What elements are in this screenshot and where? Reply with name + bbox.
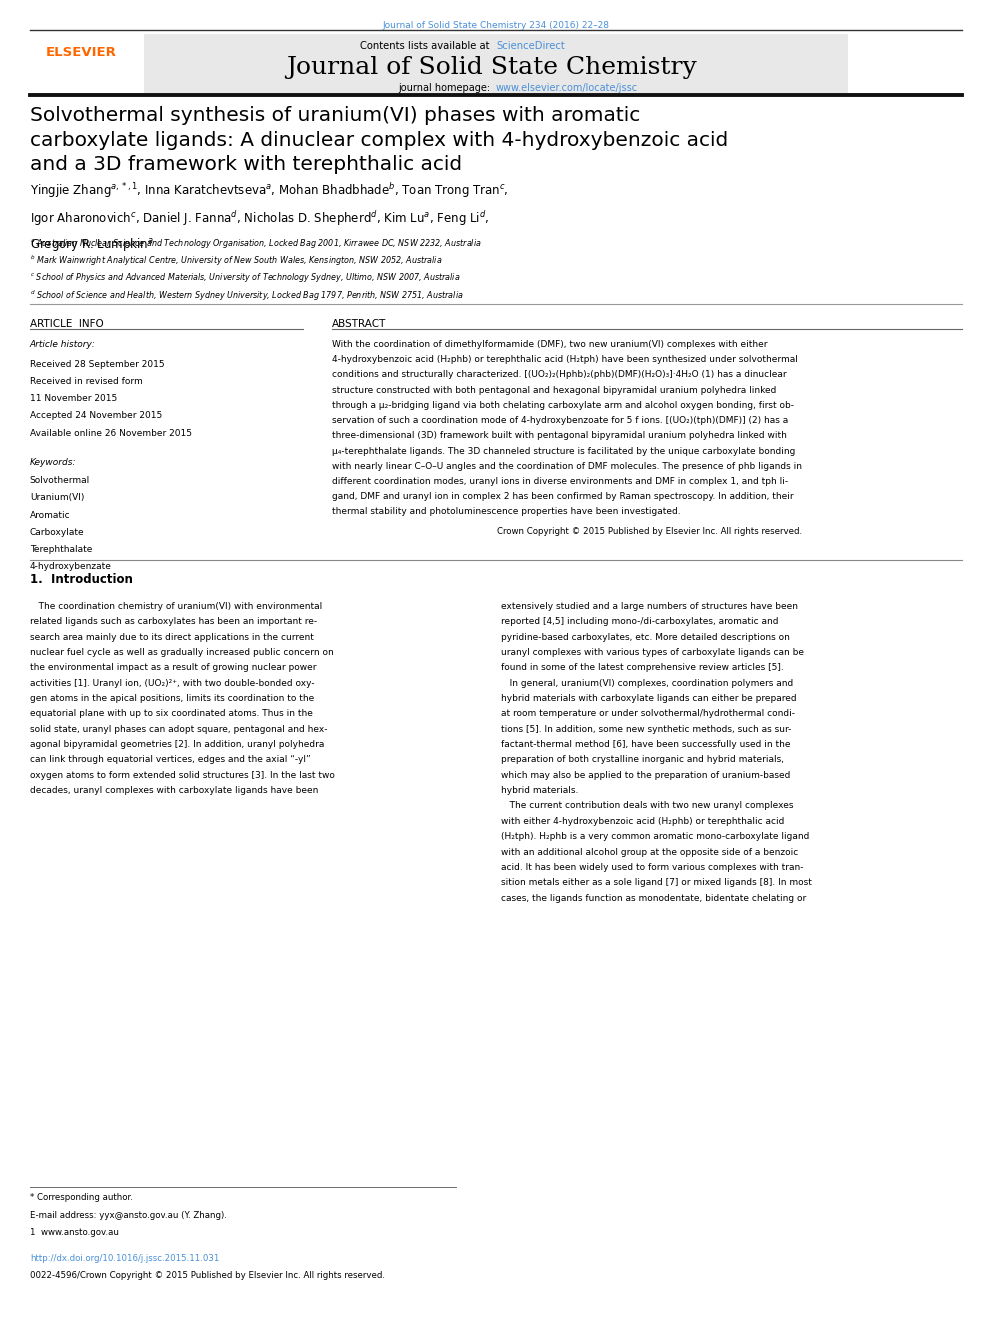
Text: 11 November 2015: 11 November 2015: [30, 394, 117, 404]
Text: search area mainly due to its direct applications in the current: search area mainly due to its direct app…: [30, 632, 313, 642]
Text: Journal of Solid State Chemistry: Journal of Solid State Chemistry: [286, 56, 696, 78]
Text: journal homepage:: journal homepage:: [398, 83, 493, 94]
Text: structure constructed with both pentagonal and hexagonal bipyramidal uranium pol: structure constructed with both pentagon…: [332, 385, 777, 394]
Text: nuclear fuel cycle as well as gradually increased public concern on: nuclear fuel cycle as well as gradually …: [30, 648, 333, 658]
Text: at room temperature or under solvothermal/hydrothermal condi-: at room temperature or under solvotherma…: [501, 709, 795, 718]
Text: E-mail address: yyx@ansto.gov.au (Y. Zhang).: E-mail address: yyx@ansto.gov.au (Y. Zha…: [30, 1211, 226, 1220]
Text: $^{c}$ School of Physics and Advanced Materials, University of Technology Sydney: $^{c}$ School of Physics and Advanced Ma…: [30, 271, 460, 284]
Text: ELSEVIER: ELSEVIER: [46, 46, 117, 60]
Text: related ligands such as carboxylates has been an important re-: related ligands such as carboxylates has…: [30, 618, 316, 626]
Text: Journal of Solid State Chemistry 234 (2016) 22–28: Journal of Solid State Chemistry 234 (20…: [383, 21, 609, 30]
Text: acid. It has been widely used to form various complexes with tran-: acid. It has been widely used to form va…: [501, 863, 804, 872]
Text: gen atoms in the apical positions, limits its coordination to the: gen atoms in the apical positions, limit…: [30, 695, 314, 703]
Text: decades, uranyl complexes with carboxylate ligands have been: decades, uranyl complexes with carboxyla…: [30, 786, 318, 795]
Text: (H₂tph). H₂phb is a very common aromatic mono-carboxylate ligand: (H₂tph). H₂phb is a very common aromatic…: [501, 832, 809, 841]
Text: 1.  Introduction: 1. Introduction: [30, 573, 133, 586]
Text: Received in revised form: Received in revised form: [30, 377, 143, 386]
Text: 1  www.ansto.gov.au: 1 www.ansto.gov.au: [30, 1228, 119, 1237]
Text: servation of such a coordination mode of 4-hydroxybenzoate for 5 f ions. [(UO₂)(: servation of such a coordination mode of…: [332, 415, 789, 425]
Text: factant-thermal method [6], have been successfully used in the: factant-thermal method [6], have been su…: [501, 740, 791, 749]
Text: gand, DMF and uranyl ion in complex 2 has been confirmed by Raman spectroscopy. : gand, DMF and uranyl ion in complex 2 ha…: [332, 492, 794, 501]
Text: $^{b}$ Mark Wainwright Analytical Centre, University of New South Wales, Kensing: $^{b}$ Mark Wainwright Analytical Centre…: [30, 254, 442, 269]
Text: The current contribution deals with two new uranyl complexes: The current contribution deals with two …: [501, 802, 794, 811]
Text: ScienceDirect: ScienceDirect: [496, 41, 564, 52]
Text: conditions and structurally characterized. [(UO₂)₂(Hphb)₂(phb)(DMF)(H₂O)₃]·4H₂O : conditions and structurally characterize…: [332, 370, 787, 380]
Text: hybrid materials with carboxylate ligands can either be prepared: hybrid materials with carboxylate ligand…: [501, 695, 797, 703]
Text: In general, uranium(VI) complexes, coordination polymers and: In general, uranium(VI) complexes, coord…: [501, 679, 794, 688]
Text: uranyl complexes with various types of carboxylate ligands can be: uranyl complexes with various types of c…: [501, 648, 804, 658]
Text: can link through equatorial vertices, edges and the axial “-yl”: can link through equatorial vertices, ed…: [30, 755, 310, 765]
Text: Keywords:: Keywords:: [30, 458, 76, 467]
Text: 4-hydroxybenzoic acid (H₂phb) or terephthalic acid (H₂tph) have been synthesized: 4-hydroxybenzoic acid (H₂phb) or terepht…: [332, 355, 799, 364]
Text: Carboxylate: Carboxylate: [30, 528, 84, 537]
Text: which may also be applied to the preparation of uranium-based: which may also be applied to the prepara…: [501, 771, 791, 779]
Text: thermal stability and photoluminescence properties have been investigated.: thermal stability and photoluminescence …: [332, 507, 681, 516]
Text: pyridine-based carboxylates, etc. More detailed descriptions on: pyridine-based carboxylates, etc. More d…: [501, 632, 790, 642]
Text: www.elsevier.com/locate/jssc: www.elsevier.com/locate/jssc: [496, 83, 638, 94]
Text: three-dimensional (3D) framework built with pentagonal bipyramidal uranium polyh: three-dimensional (3D) framework built w…: [332, 431, 788, 441]
Text: with nearly linear C–O–U angles and the coordination of DMF molecules. The prese: with nearly linear C–O–U angles and the …: [332, 462, 803, 471]
Text: sition metals either as a sole ligand [7] or mixed ligands [8]. In most: sition metals either as a sole ligand [7…: [501, 878, 811, 888]
Text: solid state, uranyl phases can adopt square, pentagonal and hex-: solid state, uranyl phases can adopt squ…: [30, 725, 327, 734]
Text: μ₄-terephthalate ligands. The 3D channeled structure is facilitated by the uniqu: μ₄-terephthalate ligands. The 3D channel…: [332, 446, 796, 455]
Text: Crown Copyright © 2015 Published by Elsevier Inc. All rights reserved.: Crown Copyright © 2015 Published by Else…: [497, 527, 803, 536]
Text: oxygen atoms to form extended solid structures [3]. In the last two: oxygen atoms to form extended solid stru…: [30, 771, 334, 779]
Text: found in some of the latest comprehensive review articles [5].: found in some of the latest comprehensiv…: [501, 663, 784, 672]
Text: Solvothermal synthesis of uranium(VI) phases with aromatic
carboxylate ligands: : Solvothermal synthesis of uranium(VI) ph…: [30, 106, 728, 175]
Text: Contents lists available at: Contents lists available at: [360, 41, 493, 52]
Text: * Corresponding author.: * Corresponding author.: [30, 1193, 133, 1203]
Text: With the coordination of dimethylformamide (DMF), two new uranium(VI) complexes : With the coordination of dimethylformami…: [332, 340, 768, 349]
Text: Available online 26 November 2015: Available online 26 November 2015: [30, 429, 191, 438]
Text: $^{a}$ Australian Nuclear Science and Technology Organisation, Locked Bag 2001, : $^{a}$ Australian Nuclear Science and Te…: [30, 237, 481, 250]
Text: the environmental impact as a result of growing nuclear power: the environmental impact as a result of …: [30, 663, 316, 672]
Text: Solvothermal: Solvothermal: [30, 476, 90, 486]
Text: Aromatic: Aromatic: [30, 511, 70, 520]
Text: The coordination chemistry of uranium(VI) with environmental: The coordination chemistry of uranium(VI…: [30, 602, 322, 611]
Text: ARTICLE  INFO: ARTICLE INFO: [30, 319, 103, 329]
Text: through a μ₂-bridging ligand via both chelating carboxylate arm and alcohol oxyg: through a μ₂-bridging ligand via both ch…: [332, 401, 795, 410]
Text: Terephthalate: Terephthalate: [30, 545, 92, 554]
Text: different coordination modes, uranyl ions in diverse environments and DMF in com: different coordination modes, uranyl ion…: [332, 476, 789, 486]
Text: reported [4,5] including mono-/di-carboxylates, aromatic and: reported [4,5] including mono-/di-carbox…: [501, 618, 779, 626]
Text: Article history:: Article history:: [30, 340, 95, 349]
Text: http://dx.doi.org/10.1016/j.jssc.2015.11.031: http://dx.doi.org/10.1016/j.jssc.2015.11…: [30, 1254, 219, 1263]
Text: agonal bipyramidal geometries [2]. In addition, uranyl polyhedra: agonal bipyramidal geometries [2]. In ad…: [30, 740, 324, 749]
Text: Received 28 September 2015: Received 28 September 2015: [30, 360, 165, 369]
Text: $^{d}$ School of Science and Health, Western Sydney University, Locked Bag 1797,: $^{d}$ School of Science and Health, Wes…: [30, 288, 463, 303]
Text: Yingjie Zhang$^{a,*,1}$, Inna Karatchevtseva$^{a}$, Mohan Bhadbhade$^{b}$, Toan : Yingjie Zhang$^{a,*,1}$, Inna Karatchevt…: [30, 181, 508, 253]
Text: Uranium(VI): Uranium(VI): [30, 493, 84, 503]
Text: equatorial plane with up to six coordinated atoms. Thus in the: equatorial plane with up to six coordina…: [30, 709, 312, 718]
Text: cases, the ligands function as monodentate, bidentate chelating or: cases, the ligands function as monodenta…: [501, 893, 806, 902]
Text: hybrid materials.: hybrid materials.: [501, 786, 578, 795]
Text: 4-hydroxybenzate: 4-hydroxybenzate: [30, 562, 112, 572]
Text: ABSTRACT: ABSTRACT: [332, 319, 387, 329]
Text: with either 4-hydroxybenzoic acid (H₂phb) or terephthalic acid: with either 4-hydroxybenzoic acid (H₂phb…: [501, 816, 785, 826]
Text: 0022-4596/Crown Copyright © 2015 Published by Elsevier Inc. All rights reserved.: 0022-4596/Crown Copyright © 2015 Publish…: [30, 1271, 385, 1281]
FancyBboxPatch shape: [144, 34, 848, 93]
Text: extensively studied and a large numbers of structures have been: extensively studied and a large numbers …: [501, 602, 798, 611]
Text: activities [1]. Uranyl ion, (UO₂)²⁺, with two double-bonded oxy-: activities [1]. Uranyl ion, (UO₂)²⁺, wit…: [30, 679, 314, 688]
Text: tions [5]. In addition, some new synthetic methods, such as sur-: tions [5]. In addition, some new synthet…: [501, 725, 792, 734]
Text: Accepted 24 November 2015: Accepted 24 November 2015: [30, 411, 162, 421]
Text: with an additional alcohol group at the opposite side of a benzoic: with an additional alcohol group at the …: [501, 848, 799, 856]
Text: preparation of both crystalline inorganic and hybrid materials,: preparation of both crystalline inorgani…: [501, 755, 784, 765]
